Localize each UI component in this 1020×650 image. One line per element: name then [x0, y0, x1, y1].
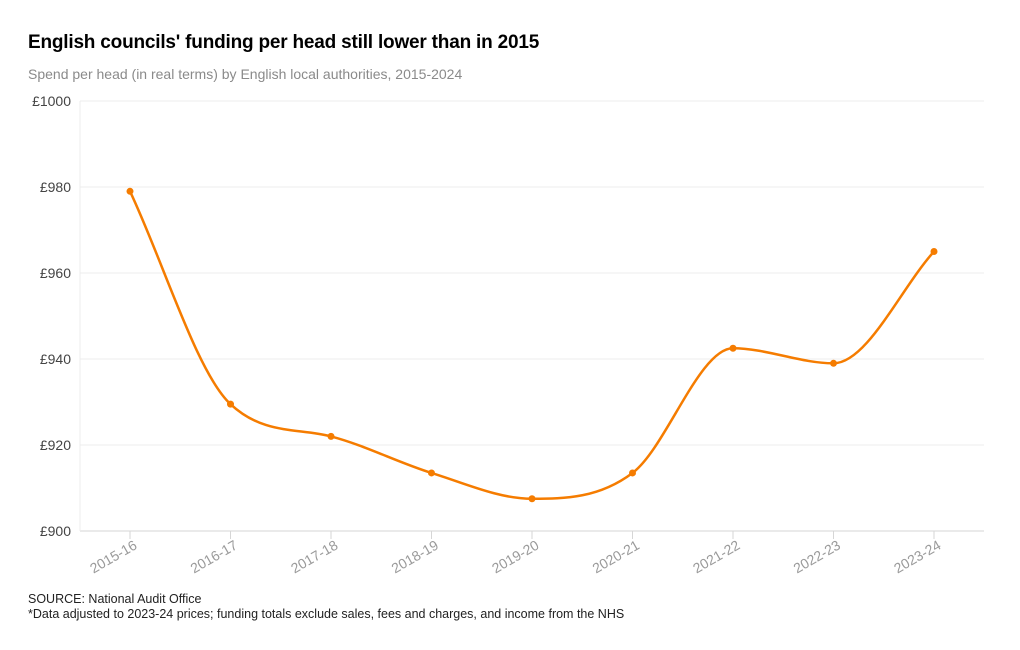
data-points — [126, 187, 938, 503]
y-tick-label: £920 — [40, 437, 71, 453]
data-point-2015-16[interactable] — [126, 187, 134, 195]
x-axis-ticks: 2015-16 2016-17 2017-18 2018-19 2019-20 2020-… — [87, 531, 944, 576]
x-tick-label: 2022-23 — [790, 537, 843, 577]
y-tick-label: £960 — [40, 265, 71, 281]
x-tick-label: 2018-19 — [388, 537, 441, 577]
series-line — [128, 190, 936, 500]
footnote: *Data adjusted to 2023-24 prices; fundin… — [28, 607, 625, 621]
data-point-2019-20[interactable] — [528, 495, 536, 503]
y-tick-label: £1000 — [32, 93, 71, 109]
data-point-2016-17[interactable] — [227, 400, 234, 408]
x-tick-label: 2023-24 — [891, 537, 944, 577]
data-point-2021-22[interactable] — [729, 344, 737, 352]
data-point-2022-23[interactable] — [830, 359, 837, 367]
x-tick-label: 2021-22 — [690, 537, 743, 577]
y-tick-label: £940 — [40, 351, 71, 367]
x-tick-label: 2019-20 — [489, 537, 542, 577]
data-point-2023-24[interactable] — [930, 248, 938, 255]
chart-subtitle: Spend per head (in real terms) by Englis… — [28, 66, 463, 82]
source-note: SOURCE: National Audit Office — [28, 592, 202, 606]
data-point-2018-19[interactable] — [428, 469, 435, 477]
y-tick-label: £980 — [40, 179, 71, 195]
x-tick-label: 2017-18 — [288, 537, 341, 577]
gridlines — [79, 100, 984, 532]
data-point-2017-18[interactable] — [327, 432, 335, 440]
y-axis-ticks: £900 £920 £940 £960 £980 £1000 — [32, 93, 71, 539]
x-tick-label: 2016-17 — [187, 537, 240, 577]
x-tick-label: 2020-21 — [589, 537, 642, 577]
x-tick-label: 2015-16 — [87, 537, 140, 577]
data-point-2020-21[interactable] — [629, 469, 636, 477]
y-tick-label: £900 — [40, 523, 71, 539]
chart-title: English councils' funding per head still… — [28, 32, 540, 53]
